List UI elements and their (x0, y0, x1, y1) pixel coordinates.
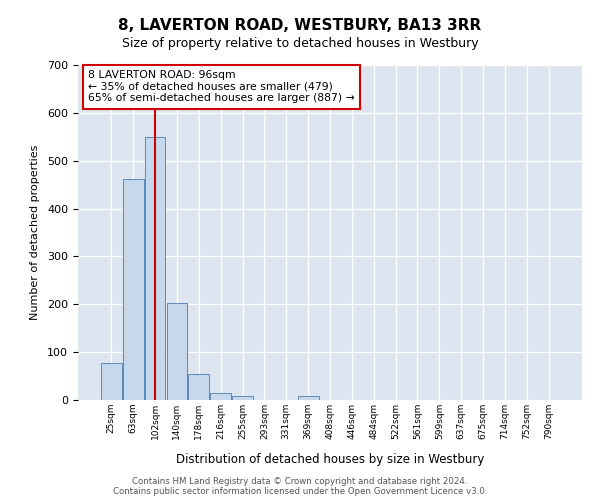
Bar (188, 374, 209, 400)
Text: Contains HM Land Registry data © Crown copyright and database right 2024.: Contains HM Land Registry data © Crown c… (132, 477, 468, 486)
Bar (167, 303, 187, 400)
Bar (145, 137, 166, 400)
Y-axis label: Number of detached properties: Number of detached properties (30, 145, 40, 320)
Bar (123, 179, 143, 400)
Bar (232, 396, 253, 400)
X-axis label: Distribution of detached houses by size in Westbury: Distribution of detached houses by size … (176, 453, 484, 466)
Text: Size of property relative to detached houses in Westbury: Size of property relative to detached ho… (122, 38, 478, 51)
Bar (101, 362, 122, 400)
Bar (298, 396, 319, 400)
Text: 8 LAVERTON ROAD: 96sqm
← 35% of detached houses are smaller (479)
65% of semi-de: 8 LAVERTON ROAD: 96sqm ← 35% of detached… (88, 70, 355, 103)
Text: Contains public sector information licensed under the Open Government Licence v3: Contains public sector information licen… (113, 487, 487, 496)
Bar (210, 394, 231, 400)
Text: 8, LAVERTON ROAD, WESTBURY, BA13 3RR: 8, LAVERTON ROAD, WESTBURY, BA13 3RR (118, 18, 482, 32)
